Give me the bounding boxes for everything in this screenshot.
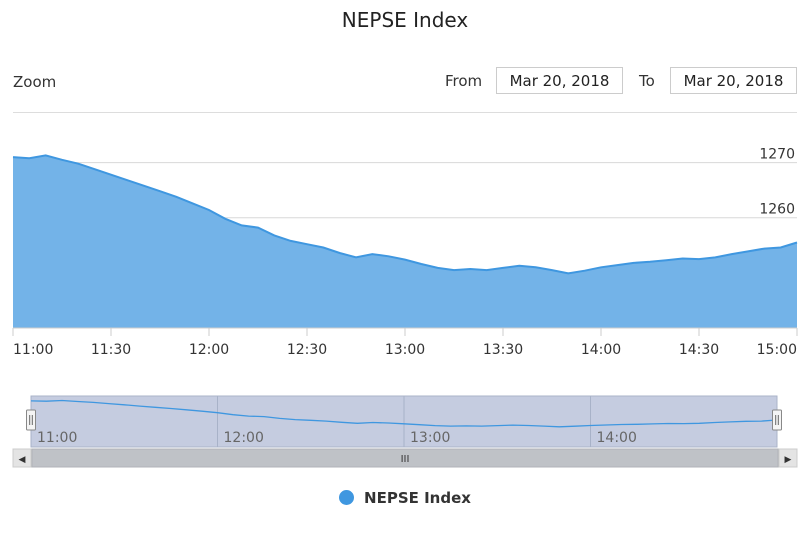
- scrollbar-thumb[interactable]: [31, 448, 779, 468]
- chart-title: NEPSE Index: [341, 8, 469, 32]
- right-arrow-icon: ▶: [785, 455, 792, 465]
- x-tick-label: 13:00: [385, 342, 425, 358]
- from-label: From: [445, 72, 483, 90]
- legend-label: NEPSE Index: [364, 489, 471, 507]
- to-date-input[interactable]: Mar 20, 2018: [670, 67, 797, 94]
- toolbar-divider: [13, 112, 797, 113]
- navigator-tick-label: 13:00: [410, 430, 450, 446]
- legend[interactable]: NEPSE Index: [0, 489, 810, 507]
- left-arrow-icon: ◀: [19, 455, 26, 465]
- x-tick-label: 12:00: [189, 342, 229, 358]
- scrollbar-left-button[interactable]: [12, 448, 32, 468]
- x-tick-label: 11:00: [13, 342, 53, 358]
- x-tick-label: 14:30: [679, 342, 719, 358]
- x-tick-label: 11:30: [91, 342, 131, 358]
- navigator-series-line: [30, 399, 778, 428]
- scrollbar-right-button[interactable]: [778, 448, 798, 468]
- x-tick-label: 12:30: [287, 342, 327, 358]
- scrollbar-grip-icon: III: [401, 454, 410, 465]
- x-tick-label: 15:00: [757, 342, 797, 358]
- series-area: [13, 155, 797, 328]
- from-date-input[interactable]: Mar 20, 2018: [496, 67, 623, 94]
- navigator-right-handle[interactable]: [772, 409, 782, 431]
- y-tick-label: 1270: [759, 147, 795, 163]
- navigator-left-handle[interactable]: [26, 409, 36, 431]
- x-tick-label: 13:30: [483, 342, 523, 358]
- to-label: To: [639, 72, 655, 90]
- navigator-tick-label: 14:00: [597, 430, 637, 446]
- navigator-tick-label: 12:00: [224, 430, 264, 446]
- x-tick-label: 14:00: [581, 342, 621, 358]
- y-tick-label: 1260: [759, 202, 795, 218]
- legend-marker: [339, 490, 355, 505]
- series-line: [12, 154, 798, 275]
- navigator-tick-label: 11:00: [37, 430, 77, 446]
- zoom-label: Zoom: [13, 73, 57, 91]
